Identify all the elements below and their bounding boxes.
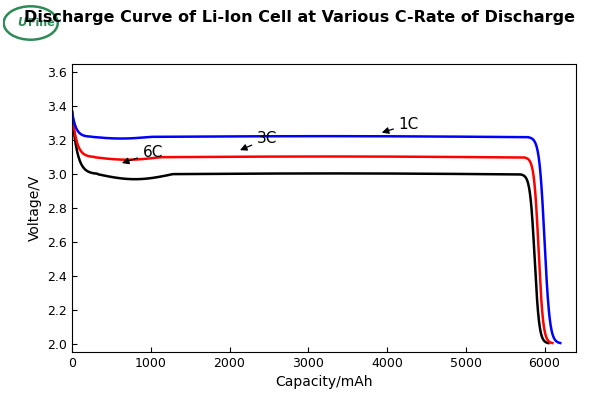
- Text: Fine: Fine: [28, 18, 55, 28]
- Text: 1C: 1C: [383, 117, 419, 133]
- Text: 6C: 6C: [123, 146, 163, 164]
- Text: U: U: [17, 16, 26, 29]
- Y-axis label: Voltage/V: Voltage/V: [28, 175, 42, 241]
- Text: Discharge Curve of Li-Ion Cell at Various C-Rate of Discharge: Discharge Curve of Li-Ion Cell at Variou…: [25, 10, 575, 25]
- X-axis label: Capacity/mAh: Capacity/mAh: [275, 376, 373, 390]
- Text: 3C: 3C: [241, 131, 277, 150]
